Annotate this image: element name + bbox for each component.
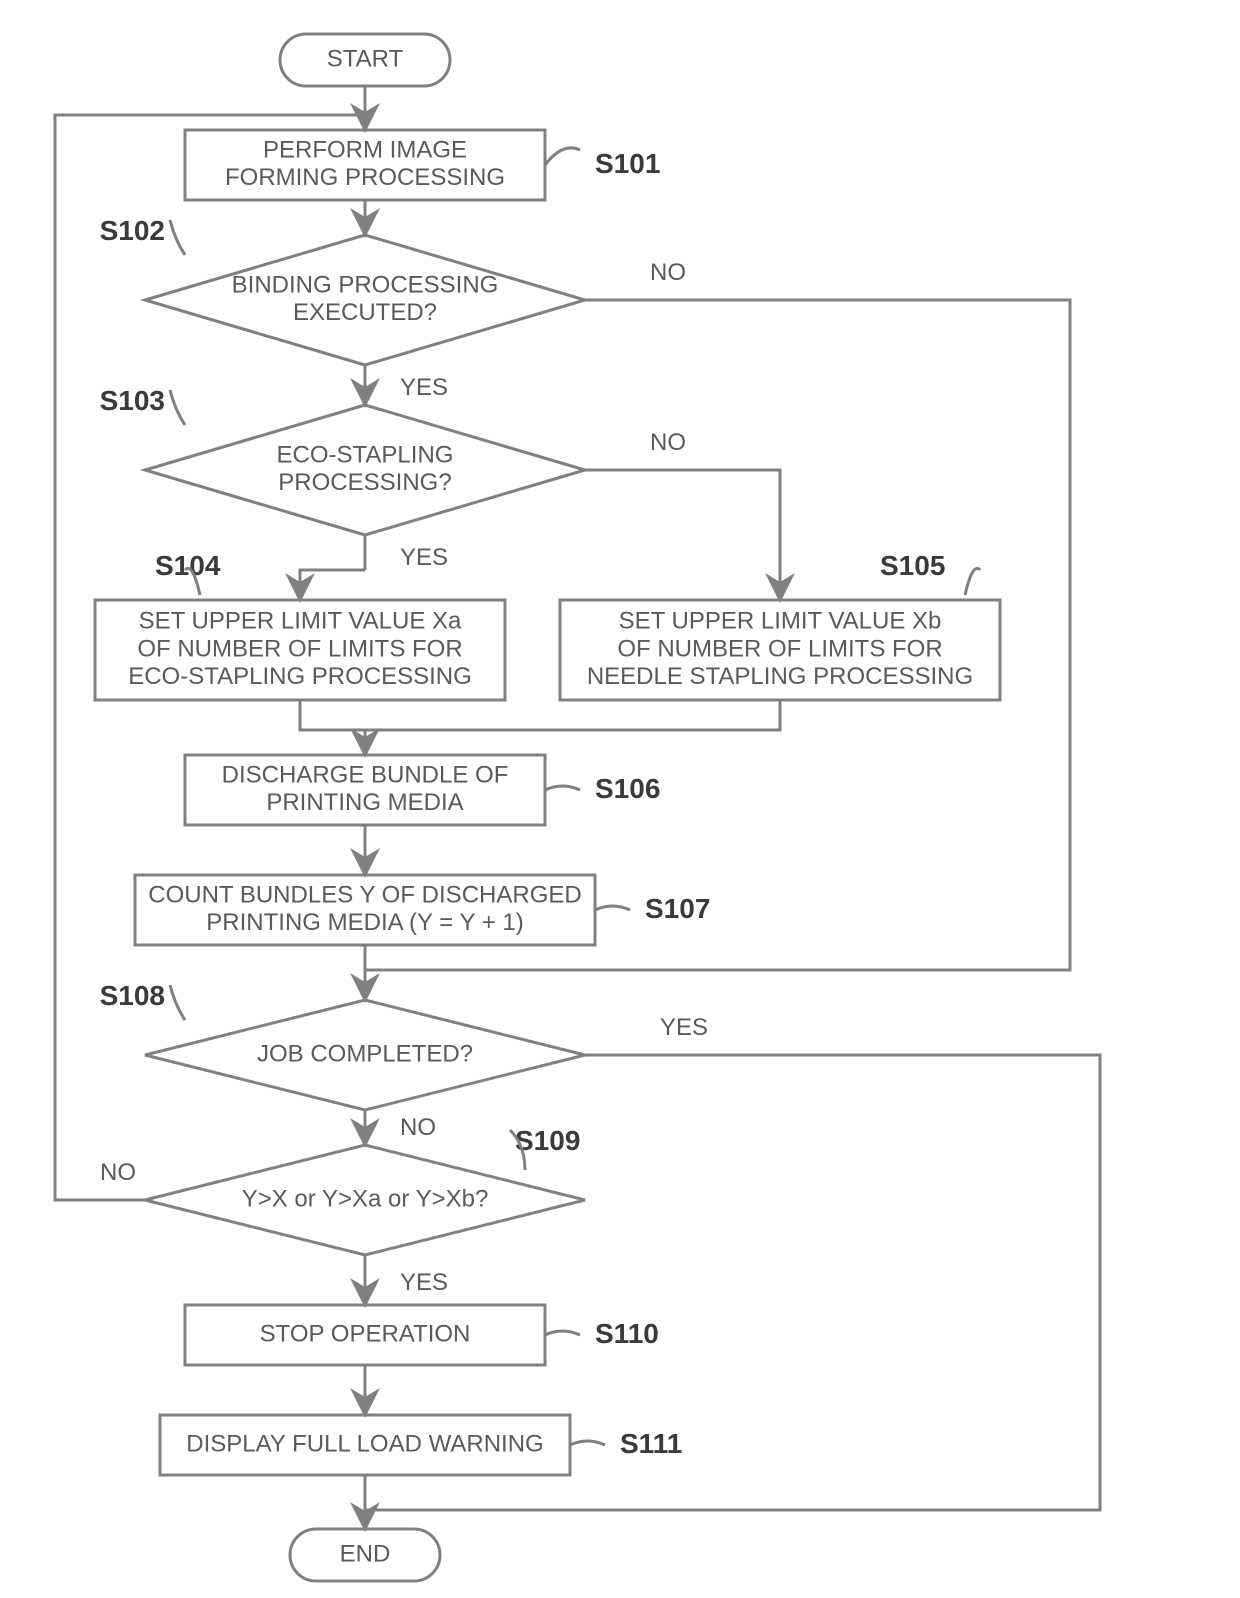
- leader-line: [170, 985, 185, 1020]
- flow-edge: [300, 700, 365, 730]
- leader-line: [545, 148, 580, 165]
- step-label: S110: [595, 1318, 659, 1349]
- node-text: FORMING PROCESSING: [225, 164, 505, 191]
- flow-edge: [585, 470, 780, 600]
- node-text: COUNT BUNDLES Y OF DISCHARGED: [148, 882, 581, 909]
- leader-line: [965, 568, 980, 595]
- edge-label: NO: [400, 1114, 436, 1141]
- edge-label: YES: [400, 1269, 448, 1296]
- leader-line: [170, 390, 185, 425]
- node-text: DISCHARGE BUNDLE OF: [222, 762, 509, 789]
- leader-line: [595, 906, 630, 910]
- leader-line: [545, 1331, 580, 1335]
- step-label: S104: [155, 550, 221, 581]
- node-text: JOB COMPLETED?: [257, 1040, 473, 1067]
- step-label: S101: [595, 148, 660, 179]
- node-text: BINDING PROCESSING: [232, 272, 499, 299]
- step-label: S102: [100, 215, 165, 246]
- node-text: EXECUTED?: [293, 299, 437, 326]
- node-text: Y>X or Y>Xa or Y>Xb?: [242, 1185, 489, 1212]
- edge-label: NO: [650, 429, 686, 456]
- node-text: PRINTING MEDIA: [266, 789, 463, 816]
- step-label: S103: [100, 385, 165, 416]
- step-label: S111: [620, 1428, 682, 1459]
- edge-label: YES: [400, 544, 448, 571]
- flow-edge: [300, 570, 365, 600]
- node-text: SET UPPER LIMIT VALUE Xb: [619, 608, 942, 635]
- edge-label: NO: [650, 259, 686, 286]
- edge-label: YES: [400, 374, 448, 401]
- edge-label: YES: [660, 1014, 708, 1041]
- flowchart-canvas: START PERFORM IMAGEFORMING PROCESSING BIND…: [0, 0, 1240, 1598]
- node-text: PRINTING MEDIA (Y = Y + 1): [206, 909, 523, 936]
- leader-line: [545, 786, 580, 790]
- step-label: S106: [595, 773, 660, 804]
- node-text: NEEDLE STAPLING PROCESSING: [587, 663, 973, 690]
- node-text: DISPLAY FULL LOAD WARNING: [186, 1430, 543, 1457]
- node-text: PERFORM IMAGE: [263, 137, 467, 164]
- edge-label: NO: [100, 1159, 136, 1186]
- node-text: ECO-STAPLING: [277, 442, 454, 469]
- step-label: S105: [880, 550, 945, 581]
- step-label: S108: [100, 980, 165, 1011]
- node-text: OF NUMBER OF LIMITS FOR: [137, 635, 462, 662]
- node-text: STOP OPERATION: [260, 1320, 471, 1347]
- step-label: S109: [515, 1125, 580, 1156]
- node-text: START: [327, 45, 404, 72]
- leader-line: [570, 1441, 605, 1445]
- node-text: PROCESSING?: [278, 469, 451, 496]
- node-text: END: [340, 1540, 391, 1567]
- node-text: OF NUMBER OF LIMITS FOR: [617, 635, 942, 662]
- node-text: ECO-STAPLING PROCESSING: [128, 663, 472, 690]
- flow-edge: [365, 700, 780, 730]
- leader-line: [170, 220, 185, 255]
- step-label: S107: [645, 893, 710, 924]
- node-text: SET UPPER LIMIT VALUE Xa: [139, 608, 462, 635]
